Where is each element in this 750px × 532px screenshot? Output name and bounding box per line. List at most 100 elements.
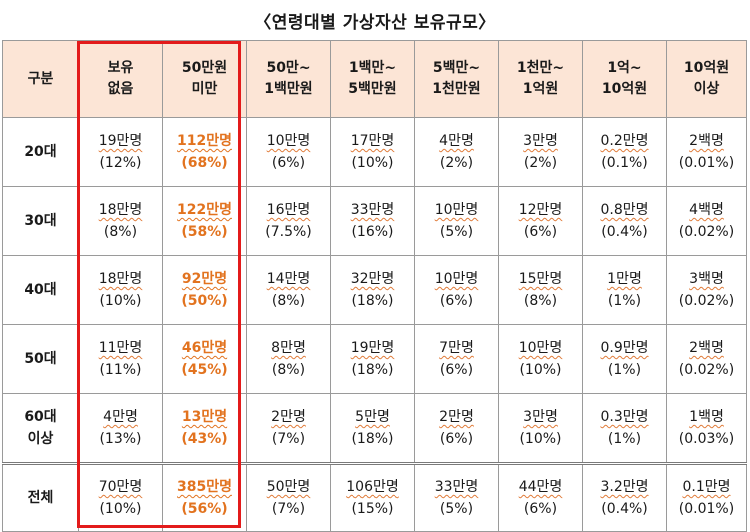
cell-percent: (18%) bbox=[351, 362, 394, 378]
table-cell: 70만명 (10%) bbox=[78, 462, 163, 532]
cell-percent: (13%) bbox=[99, 431, 142, 447]
cell-count: 4만명 bbox=[439, 133, 474, 149]
table-cell: 106만명 (15%) bbox=[330, 462, 415, 532]
cell-percent: (8%) bbox=[271, 362, 306, 378]
table-cell: 13만명 (43%) bbox=[162, 393, 247, 464]
cell-percent: (10%) bbox=[519, 431, 562, 447]
table-cell: 11만명 (11%) bbox=[78, 324, 163, 394]
cell-percent: (6%) bbox=[439, 431, 474, 447]
cell-percent: (0.02%) bbox=[678, 293, 735, 309]
header-over-1b: 10억원 이상 bbox=[666, 40, 747, 118]
table-cell: 2백명 (0.02%) bbox=[666, 324, 747, 394]
table-cell: 0.8만명 (0.4%) bbox=[582, 186, 667, 256]
row-label: 50대 bbox=[2, 324, 79, 394]
header-row: 구분 보유 없음 50만원 미만 50만~ 1백만원 1백만~ 5백만원 5백만~ 1천만… bbox=[2, 40, 747, 118]
table-cell: 16만명 (7.5%) bbox=[246, 186, 331, 256]
cell-percent: (18%) bbox=[351, 293, 394, 309]
cell-count: 32만명 bbox=[350, 271, 395, 287]
table-cell: 46만명 (45%) bbox=[162, 324, 247, 394]
table-cell: 10만명 (10%) bbox=[498, 324, 583, 394]
cell-count: 46만명 bbox=[181, 340, 228, 356]
cell-percent: (5%) bbox=[439, 224, 474, 240]
asset-holdings-table: 구분 보유 없음 50만원 미만 50만~ 1백만원 1백만~ 5백만원 5백만~ 1천만… bbox=[2, 40, 747, 532]
cell-count: 2백명 bbox=[689, 340, 724, 356]
table-cell: 10만명 (5%) bbox=[414, 186, 499, 256]
cell-count: 7만명 bbox=[439, 340, 474, 356]
cell-percent: (0.01%) bbox=[678, 155, 735, 171]
table-cell: 12만명 (6%) bbox=[498, 186, 583, 256]
table-cell: 92만명 (50%) bbox=[162, 255, 247, 325]
header-none: 보유 없음 bbox=[78, 40, 163, 118]
cell-percent: (1%) bbox=[607, 293, 642, 309]
table-cell: 50만명 (7%) bbox=[246, 462, 331, 532]
cell-count: 5만명 bbox=[355, 409, 390, 425]
cell-count: 0.2만명 bbox=[600, 133, 649, 149]
table-cell: 33만명 (16%) bbox=[330, 186, 415, 256]
table-cell: 19만명 (12%) bbox=[78, 117, 163, 187]
table-cell: 0.1만명 (0.01%) bbox=[666, 462, 747, 532]
table-cell: 1만명 (1%) bbox=[582, 255, 667, 325]
cell-percent: (15%) bbox=[351, 501, 394, 517]
cell-count: 12만명 bbox=[518, 202, 563, 218]
row-label: 40대 bbox=[2, 255, 79, 325]
table-cell: 0.9만명 (1%) bbox=[582, 324, 667, 394]
cell-count: 385만명 bbox=[177, 479, 232, 495]
header-5m-10m: 5백만~ 1천만원 bbox=[414, 40, 499, 118]
table-row: 전체 70만명 (10%) 385만명 (56%) 50만명 (7%) 106만명 (15%) 3… bbox=[2, 462, 747, 532]
table-cell: 122만명 (58%) bbox=[162, 186, 247, 256]
cell-percent: (0.1%) bbox=[601, 155, 648, 171]
table-cell: 10만명 (6%) bbox=[246, 117, 331, 187]
cell-percent: (0.4%) bbox=[601, 224, 648, 240]
table-cell: 3.2만명 (0.4%) bbox=[582, 462, 667, 532]
cell-percent: (50%) bbox=[181, 293, 228, 309]
cell-percent: (10%) bbox=[519, 362, 562, 378]
table-row: 60대 이상 4만명 (13%) 13만명 (43%) 2만명 (7%) 5만명 (18%) 2만명… bbox=[2, 393, 747, 464]
cell-count: 1만명 bbox=[607, 271, 642, 287]
cell-percent: (7%) bbox=[271, 431, 306, 447]
cell-count: 112만명 bbox=[177, 133, 232, 149]
cell-count: 19만명 bbox=[350, 340, 395, 356]
cell-count: 50만명 bbox=[266, 479, 311, 495]
table-cell: 8만명 (8%) bbox=[246, 324, 331, 394]
table-cell: 17만명 (10%) bbox=[330, 117, 415, 187]
cell-percent: (5%) bbox=[439, 501, 474, 517]
cell-count: 15만명 bbox=[518, 271, 563, 287]
cell-count: 2백명 bbox=[689, 133, 724, 149]
table-cell: 2만명 (7%) bbox=[246, 393, 331, 464]
cell-count: 14만명 bbox=[266, 271, 311, 287]
header-under-500k: 50만원 미만 bbox=[162, 40, 247, 118]
cell-count: 16만명 bbox=[266, 202, 311, 218]
cell-count: 122만명 bbox=[177, 202, 232, 218]
table-cell: 112만명 (68%) bbox=[162, 117, 247, 187]
cell-percent: (6%) bbox=[523, 501, 558, 517]
cell-count: 10만명 bbox=[518, 340, 563, 356]
table-cell: 385만명 (56%) bbox=[162, 462, 247, 532]
cell-percent: (68%) bbox=[181, 155, 228, 171]
cell-count: 19만명 bbox=[98, 133, 143, 149]
cell-percent: (10%) bbox=[99, 501, 142, 517]
header-1m-5m: 1백만~ 5백만원 bbox=[330, 40, 415, 118]
cell-percent: (6%) bbox=[271, 155, 306, 171]
cell-count: 3만명 bbox=[523, 133, 558, 149]
cell-percent: (10%) bbox=[351, 155, 394, 171]
row-label: 60대 이상 bbox=[2, 393, 79, 464]
cell-percent: (7.5%) bbox=[265, 224, 312, 240]
table-cell: 4만명 (2%) bbox=[414, 117, 499, 187]
cell-percent: (2%) bbox=[439, 155, 474, 171]
cell-percent: (0.02%) bbox=[678, 224, 735, 240]
cell-percent: (11%) bbox=[99, 362, 142, 378]
cell-count: 10만명 bbox=[266, 133, 311, 149]
cell-count: 0.9만명 bbox=[600, 340, 649, 356]
cell-percent: (1%) bbox=[607, 431, 642, 447]
table-cell: 4백명 (0.02%) bbox=[666, 186, 747, 256]
table-cell: 0.2만명 (0.1%) bbox=[582, 117, 667, 187]
cell-count: 3만명 bbox=[523, 409, 558, 425]
cell-count: 8만명 bbox=[271, 340, 306, 356]
cell-count: 44만명 bbox=[518, 479, 563, 495]
cell-count: 18만명 bbox=[98, 202, 143, 218]
cell-count: 10만명 bbox=[434, 271, 479, 287]
cell-count: 106만명 bbox=[346, 479, 399, 495]
table-cell: 3만명 (10%) bbox=[498, 393, 583, 464]
table-row: 30대 18만명 (8%) 122만명 (58%) 16만명 (7.5%) 33만명 (16%)… bbox=[2, 186, 747, 256]
cell-percent: (0.02%) bbox=[678, 362, 735, 378]
